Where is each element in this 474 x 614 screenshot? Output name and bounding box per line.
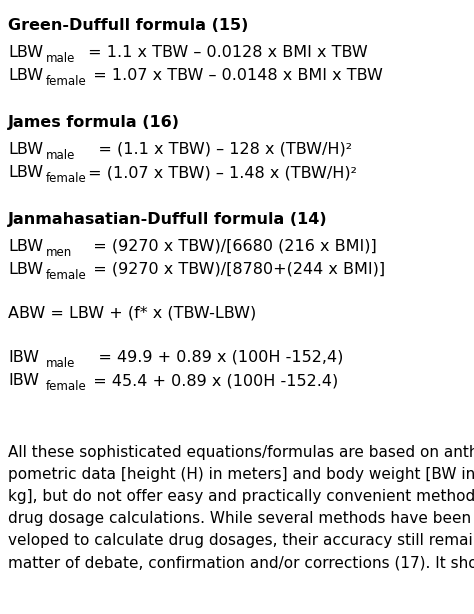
Text: LBW: LBW xyxy=(8,165,43,180)
Text: = 1.07 x TBW – 0.0148 x BMI x TBW: = 1.07 x TBW – 0.0148 x BMI x TBW xyxy=(83,68,383,83)
Text: female: female xyxy=(46,269,87,282)
Text: matter of debate, confirmation and/or corrections (17). It should: matter of debate, confirmation and/or co… xyxy=(8,555,474,570)
Text: = (1.1 x TBW) – 128 x (TBW/H)²: = (1.1 x TBW) – 128 x (TBW/H)² xyxy=(83,142,352,157)
Text: LBW: LBW xyxy=(8,142,43,157)
Text: Green-Duffull formula (15): Green-Duffull formula (15) xyxy=(8,18,248,33)
Text: veloped to calculate drug dosages, their accuracy still remains a: veloped to calculate drug dosages, their… xyxy=(8,533,474,548)
Text: = 1.1 x TBW – 0.0128 x BMI x TBW: = 1.1 x TBW – 0.0128 x BMI x TBW xyxy=(83,45,368,60)
Text: LBW: LBW xyxy=(8,68,43,83)
Text: = 45.4 + 0.89 x (100H -152.4): = 45.4 + 0.89 x (100H -152.4) xyxy=(83,373,338,388)
Text: Janmahasatian-Duffull formula (14): Janmahasatian-Duffull formula (14) xyxy=(8,212,328,227)
Text: = (1.07 x TBW) – 1.48 x (TBW/H)²: = (1.07 x TBW) – 1.48 x (TBW/H)² xyxy=(83,165,357,180)
Text: LBW: LBW xyxy=(8,262,43,277)
Text: female: female xyxy=(46,172,87,185)
Text: = (9270 x TBW)/[8780+(244 x BMI)]: = (9270 x TBW)/[8780+(244 x BMI)] xyxy=(83,262,385,277)
Text: IBW: IBW xyxy=(8,373,39,388)
Text: drug dosage calculations. While several methods have been de-: drug dosage calculations. While several … xyxy=(8,511,474,526)
Text: female: female xyxy=(46,380,87,393)
Text: = 49.9 + 0.89 x (100H -152,4): = 49.9 + 0.89 x (100H -152,4) xyxy=(83,350,343,365)
Text: ABW = LBW + (f* x (TBW-LBW): ABW = LBW + (f* x (TBW-LBW) xyxy=(8,305,256,320)
Text: female: female xyxy=(46,75,87,88)
Text: male: male xyxy=(46,149,75,162)
Text: kg], but do not offer easy and practically convenient methods for: kg], but do not offer easy and practical… xyxy=(8,489,474,504)
Text: male: male xyxy=(46,52,75,65)
Text: LBW: LBW xyxy=(8,239,43,254)
Text: pometric data [height (H) in meters] and body weight [BW in: pometric data [height (H) in meters] and… xyxy=(8,467,474,482)
Text: All these sophisticated equations/formulas are based on anthro-: All these sophisticated equations/formul… xyxy=(8,445,474,460)
Text: LBW: LBW xyxy=(8,45,43,60)
Text: IBW: IBW xyxy=(8,350,39,365)
Text: James formula (16): James formula (16) xyxy=(8,115,180,130)
Text: male: male xyxy=(46,357,75,370)
Text: = (9270 x TBW)/[6680 (216 x BMI)]: = (9270 x TBW)/[6680 (216 x BMI)] xyxy=(83,239,377,254)
Text: men: men xyxy=(46,246,72,259)
